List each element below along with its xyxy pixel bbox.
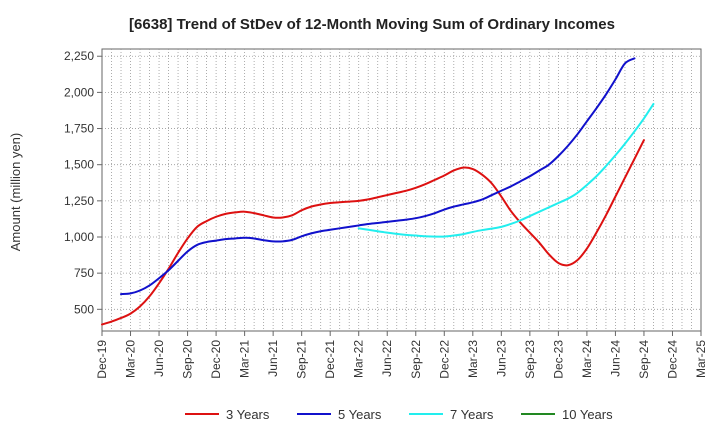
y-tick-label: 1,250 (64, 194, 94, 208)
series-line-5-years (120, 57, 636, 296)
y-axis-label: Amount (million yen) (8, 133, 23, 252)
x-tick-label: Jun-21 (266, 340, 280, 377)
y-tick-label: 1,500 (64, 158, 94, 172)
x-tick-label: Jun-23 (494, 340, 508, 377)
x-tick-label: Sep-23 (523, 340, 537, 379)
x-tick-label: Dec-19 (95, 340, 109, 379)
y-tick-label: 500 (74, 302, 94, 316)
x-tick-label: Dec-22 (437, 340, 451, 379)
x-tick-label: Sep-21 (295, 340, 309, 379)
x-tick-label: Mar-24 (580, 340, 594, 378)
y-tick-label: 1,750 (64, 122, 94, 136)
x-tick-label: Mar-22 (352, 340, 366, 378)
x-tick-label: Dec-24 (665, 340, 679, 379)
x-tick-label: Mar-25 (694, 340, 708, 378)
x-tick-label: Dec-20 (209, 340, 223, 379)
x-tick-label: Sep-24 (637, 340, 651, 379)
x-tick-label: Jun-20 (152, 340, 166, 377)
y-tick-label: 750 (74, 266, 94, 280)
legend-label-7-years: 7 Years (450, 407, 494, 422)
x-tick-label: Jun-22 (380, 340, 394, 377)
x-tick-label: Mar-21 (238, 340, 252, 378)
legend-label-3-years: 3 Years (226, 407, 270, 422)
legend: 3 Years 5 Years 7 Years 10 Years (185, 407, 613, 422)
grid (101, 48, 702, 332)
x-tick-label: Sep-22 (409, 340, 423, 379)
legend-label-5-years: 5 Years (338, 407, 382, 422)
series-line-7-years (357, 102, 655, 238)
series-lines (101, 57, 655, 326)
legend-label-10-years: 10 Years (562, 407, 613, 422)
series-line-3-years (101, 139, 645, 326)
y-tick-label: 1,000 (64, 230, 94, 244)
x-tick-label: Dec-23 (551, 340, 565, 379)
chart-title: [6638] Trend of StDev of 12-Month Moving… (129, 16, 615, 33)
x-tick-label: Dec-21 (323, 340, 337, 379)
x-tick-label: Mar-23 (466, 340, 480, 378)
y-tick-label: 2,250 (64, 49, 94, 63)
x-tick-label: Jun-24 (608, 340, 622, 377)
plot-area (101, 48, 702, 332)
x-tick-label: Sep-20 (181, 340, 195, 379)
axes: 500 750 1,000 1,250 1,500 1,750 2,000 2,250 Dec-… (64, 49, 708, 378)
x-tick-label: Mar-20 (124, 340, 138, 378)
y-tick-label: 2,000 (64, 85, 94, 99)
